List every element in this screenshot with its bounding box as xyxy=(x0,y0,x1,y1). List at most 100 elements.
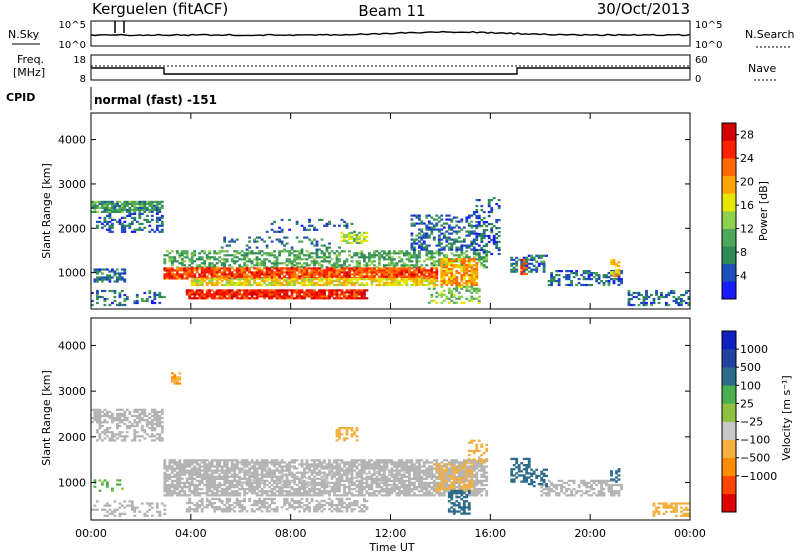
data-cell xyxy=(517,258,521,261)
data-cell xyxy=(492,236,496,240)
data-cell xyxy=(343,492,346,495)
data-cell xyxy=(168,256,172,259)
data-cell xyxy=(228,479,232,483)
data-cell xyxy=(223,267,227,270)
data-cell xyxy=(333,262,336,265)
data-cell xyxy=(338,271,341,274)
data-cell xyxy=(418,282,421,285)
data-cell xyxy=(355,483,359,487)
data-cell xyxy=(400,275,404,278)
data-cell xyxy=(96,272,99,275)
data-cell xyxy=(373,467,376,470)
data-cell xyxy=(255,236,259,239)
data-cell xyxy=(425,224,429,227)
data-cell xyxy=(383,267,386,270)
data-cell xyxy=(415,256,419,259)
data-cell xyxy=(91,299,94,303)
data-cell xyxy=(497,248,501,252)
data-cell xyxy=(300,258,304,261)
data-cell xyxy=(123,208,127,211)
data-cell xyxy=(233,477,237,480)
data-cell xyxy=(123,419,127,422)
data-cell xyxy=(170,467,174,470)
data-cell xyxy=(537,264,541,267)
data-cell xyxy=(343,280,346,283)
data-cell xyxy=(490,238,494,242)
data-cell xyxy=(460,278,464,281)
data-cell xyxy=(96,204,99,207)
data-cell xyxy=(358,271,361,274)
data-cell xyxy=(313,494,316,497)
data-cell xyxy=(373,473,376,476)
data-cell xyxy=(405,486,409,489)
data-cell xyxy=(263,240,266,243)
data-cell xyxy=(158,291,162,295)
data-cell xyxy=(143,410,147,414)
data-cell xyxy=(258,461,261,464)
data-cell xyxy=(432,224,436,227)
data-cell xyxy=(343,233,346,236)
data-cell xyxy=(175,252,179,255)
data-cell xyxy=(268,252,271,255)
data-cell xyxy=(348,282,351,285)
data-cell xyxy=(490,199,494,202)
data-cell xyxy=(91,200,94,203)
data-cell xyxy=(250,475,254,478)
data-cell xyxy=(413,273,416,276)
data-cell xyxy=(185,469,189,472)
data-cell xyxy=(520,270,524,274)
data-cell xyxy=(265,479,269,483)
data-cell xyxy=(445,282,449,285)
data-cell xyxy=(230,278,234,281)
data-cell xyxy=(248,252,251,255)
data-cell xyxy=(408,256,411,259)
data-cell xyxy=(205,467,209,470)
data-cell xyxy=(442,276,446,279)
data-cell xyxy=(370,273,374,276)
data-cell xyxy=(245,461,249,464)
data-cell xyxy=(108,230,112,233)
data-cell xyxy=(140,297,144,301)
data-cell xyxy=(153,293,157,297)
data-cell xyxy=(308,477,311,480)
data-cell xyxy=(205,475,209,478)
data-cell xyxy=(400,463,404,466)
data-cell xyxy=(160,214,164,217)
data-cell xyxy=(427,269,431,272)
data-cell xyxy=(298,477,301,480)
data-cell xyxy=(365,262,369,265)
data-cell xyxy=(445,280,449,283)
data-cell xyxy=(315,471,319,474)
data-cell xyxy=(198,297,202,300)
data-cell xyxy=(278,461,281,464)
data-cell xyxy=(165,273,169,276)
data-cell xyxy=(148,421,152,424)
data-cell xyxy=(405,271,409,274)
data-cell xyxy=(168,492,172,495)
data-cell xyxy=(183,467,187,470)
data-cell xyxy=(335,271,339,274)
data-cell xyxy=(243,297,246,300)
data-cell xyxy=(228,467,232,470)
data-cell xyxy=(288,218,291,221)
data-cell xyxy=(93,202,97,205)
data-cell xyxy=(457,295,461,298)
data-cell xyxy=(270,477,274,480)
data-cell xyxy=(185,277,189,280)
data-cell xyxy=(135,206,139,209)
data-cell xyxy=(405,252,409,255)
data-cell xyxy=(280,271,284,274)
data-cell xyxy=(295,250,299,253)
data-cell xyxy=(223,477,227,480)
data-cell xyxy=(250,252,254,255)
data-cell xyxy=(248,463,251,466)
data-cell xyxy=(111,414,114,418)
data-cell xyxy=(408,254,411,257)
data-cell xyxy=(198,471,202,474)
data-cell xyxy=(385,459,389,462)
data-cell xyxy=(228,293,232,296)
data-cell xyxy=(637,297,641,301)
data-cell xyxy=(360,291,364,294)
data-cell xyxy=(288,283,291,287)
data-cell xyxy=(118,220,122,223)
